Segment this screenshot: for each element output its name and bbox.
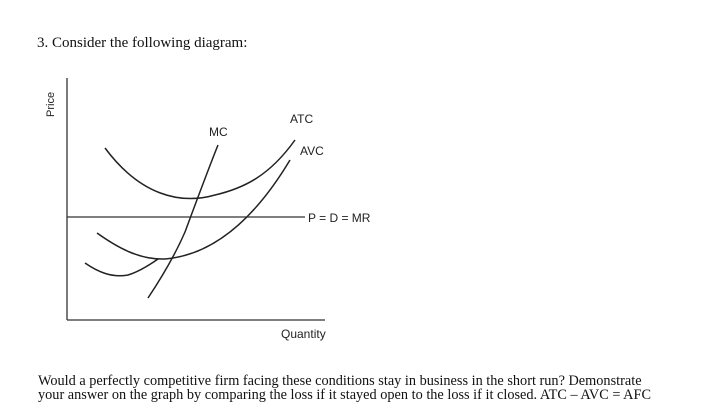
mc-curve bbox=[147, 144, 219, 299]
x-axis-label: Quantity bbox=[281, 327, 326, 341]
atc-label: ATC bbox=[290, 112, 313, 126]
question-heading: 3. Consider the following diagram: bbox=[37, 35, 248, 51]
mc-label: MC bbox=[209, 125, 228, 139]
price-line-label: P = D = MR bbox=[308, 211, 371, 225]
avc-curve bbox=[96, 159, 291, 260]
lower-curve bbox=[84, 258, 159, 277]
question-line-2: your answer on the graph by comparing th… bbox=[38, 387, 651, 403]
avc-label: AVC bbox=[300, 144, 324, 158]
atc-curve bbox=[104, 139, 296, 200]
y-axis-label: Price bbox=[45, 92, 57, 117]
question-text: Would a perfectly competitive firm facin… bbox=[38, 374, 708, 402]
question-line-1: Would a perfectly competitive firm facin… bbox=[38, 373, 642, 389]
